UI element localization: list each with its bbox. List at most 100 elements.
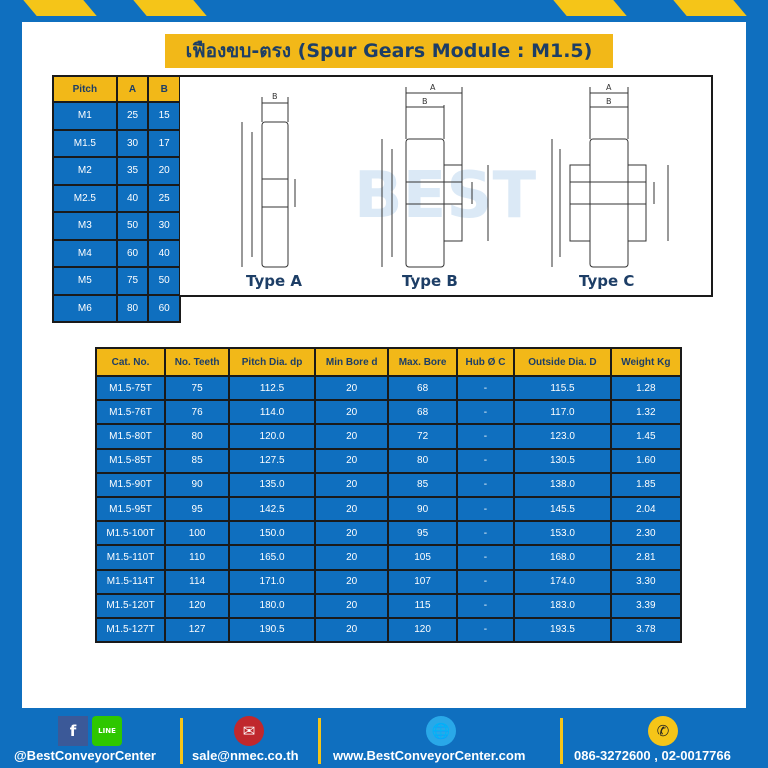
table-cell: 20 <box>313 520 390 547</box>
type-c-label: Type C <box>579 272 635 290</box>
table-cell: 17 <box>147 128 181 158</box>
type-b-label: Type B <box>402 272 458 290</box>
table-cell: 80 <box>164 423 231 450</box>
website-link[interactable]: www.BestConveyorCenter.com <box>333 748 526 763</box>
decor-stripe <box>673 0 747 16</box>
decor-stripe <box>553 0 627 16</box>
table-cell: 20 <box>313 495 390 523</box>
column-header: Hub Ø C <box>455 347 516 377</box>
table-cell: 120 <box>387 616 458 644</box>
table-cell: M1.5-80T <box>94 423 167 450</box>
table-cell: M2.5 <box>52 183 118 213</box>
table-cell: 30 <box>115 128 150 158</box>
facebook-handle[interactable]: @BestConveyorCenter <box>14 748 156 763</box>
table-cell: 138.0 <box>513 471 612 498</box>
table-cell: 114 <box>164 568 231 595</box>
divider <box>180 718 183 764</box>
table-cell: 2.81 <box>609 544 683 571</box>
pitch-table: Pitch A B M1 25 15 M1.5 30 17 M2 35 20 M2.5 40 25 M3 50 3… <box>52 75 181 323</box>
table-cell: 193.5 <box>513 616 612 644</box>
table-cell: 20 <box>313 447 390 474</box>
column-header: B <box>147 75 181 103</box>
table-cell: 145.5 <box>513 495 612 523</box>
table-cell: - <box>455 520 516 547</box>
table-row: M1.5-76T 76 114.0 20 68-117.0 1.32 <box>94 399 683 426</box>
email-icon: ✉ <box>234 716 264 746</box>
table-cell: 35 <box>115 156 150 186</box>
pitch-row: M5 75 50 <box>52 266 181 296</box>
column-header: Weight Kg <box>609 347 683 377</box>
table-cell: 2.04 <box>609 495 683 523</box>
table-cell: 80 <box>387 447 458 474</box>
email-link[interactable]: sale@nmec.co.th <box>192 748 299 763</box>
table-cell: M4 <box>52 238 118 268</box>
table-cell: M1.5 <box>52 128 118 158</box>
pitch-row: M4 60 40 <box>52 238 181 268</box>
table-row: M1.5-80T 80 120.0 20 72-123.0 1.45 <box>94 423 683 450</box>
table-cell: 20 <box>313 568 390 595</box>
table-cell: 20 <box>313 592 390 619</box>
column-header: A <box>115 75 150 103</box>
column-header: No. Teeth <box>164 347 231 377</box>
table-cell: 20 <box>313 471 390 498</box>
table-cell: 165.0 <box>228 544 316 571</box>
table-cell: 25 <box>115 101 150 131</box>
divider <box>560 718 563 764</box>
line-icon[interactable]: LINE <box>92 716 122 746</box>
phone-numbers[interactable]: 086-3272600 , 02-0017766 <box>574 748 731 763</box>
table-cell: 190.5 <box>228 616 316 644</box>
table-cell: 1.32 <box>609 399 683 426</box>
table-cell: 3.39 <box>609 592 683 619</box>
table-cell: 1.45 <box>609 423 683 450</box>
label-b: B <box>422 97 428 106</box>
pitch-row: M3 50 30 <box>52 211 181 241</box>
table-cell: 75 <box>164 374 231 402</box>
footer: f LINE @BestConveyorCenter ✉ sale@nmec.c… <box>0 712 768 768</box>
table-cell: 2.30 <box>609 520 683 547</box>
table-cell: 135.0 <box>228 471 316 498</box>
table-cell: M1.5-127T <box>94 616 167 644</box>
table-cell: 100 <box>164 520 231 547</box>
table-cell: 110 <box>164 544 231 571</box>
page-title: เฟืองขบ-ตรง (Spur Gears Module : M1.5) <box>165 34 613 68</box>
table-cell: 127 <box>164 616 231 644</box>
table-cell: 174.0 <box>513 568 612 595</box>
table-row: M1.5-110T 110 165.0 20 105-168.0 2.81 <box>94 544 683 571</box>
table-cell: 105 <box>387 544 458 571</box>
pitch-row: M6 80 60 <box>52 293 181 323</box>
watermark: BEST <box>354 159 537 233</box>
table-row: M1.5-95T 95 142.5 20 90-145.5 2.04 <box>94 495 683 523</box>
table-cell: - <box>455 423 516 450</box>
gear-drawings: BEST B A B A B <box>241 83 669 268</box>
table-cell: 50 <box>147 266 181 296</box>
column-header: Max. Bore <box>387 347 458 377</box>
label-b: B <box>272 92 278 101</box>
table-cell: 60 <box>115 238 150 268</box>
table-cell: 180.0 <box>228 592 316 619</box>
table-cell: 20 <box>147 156 181 186</box>
gear-diagram: BEST B A B A B Type A Type B Type C <box>180 75 713 297</box>
table-cell: 115.5 <box>513 374 612 402</box>
facebook-icon[interactable]: f <box>58 716 88 746</box>
table-cell: 120 <box>164 592 231 619</box>
table-cell: - <box>455 374 516 402</box>
table-cell: 25 <box>147 183 181 213</box>
table-row: M1.5-85T 85 127.5 20 80-130.5 1.60 <box>94 447 683 474</box>
table-row: M1.5-114T 114 171.0 20 107-174.0 3.30 <box>94 568 683 595</box>
table-cell: 20 <box>313 544 390 571</box>
table-cell: 90 <box>164 471 231 498</box>
table-cell: M1.5-100T <box>94 520 167 547</box>
pitch-row: M1 25 15 <box>52 101 181 131</box>
table-cell: 1.28 <box>609 374 683 402</box>
table-cell: 1.60 <box>609 447 683 474</box>
table-cell: M1.5-120T <box>94 592 167 619</box>
table-cell: 75 <box>115 266 150 296</box>
spec-table: Cat. No. No. Teeth Pitch Dia. dp Min Bore d… <box>94 347 683 644</box>
table-cell: 153.0 <box>513 520 612 547</box>
column-header: Cat. No. <box>94 347 167 377</box>
table-cell: 3.30 <box>609 568 683 595</box>
table-cell: 112.5 <box>228 374 316 402</box>
table-cell: 123.0 <box>513 423 612 450</box>
table-cell: - <box>455 568 516 595</box>
table-cell: 168.0 <box>513 544 612 571</box>
